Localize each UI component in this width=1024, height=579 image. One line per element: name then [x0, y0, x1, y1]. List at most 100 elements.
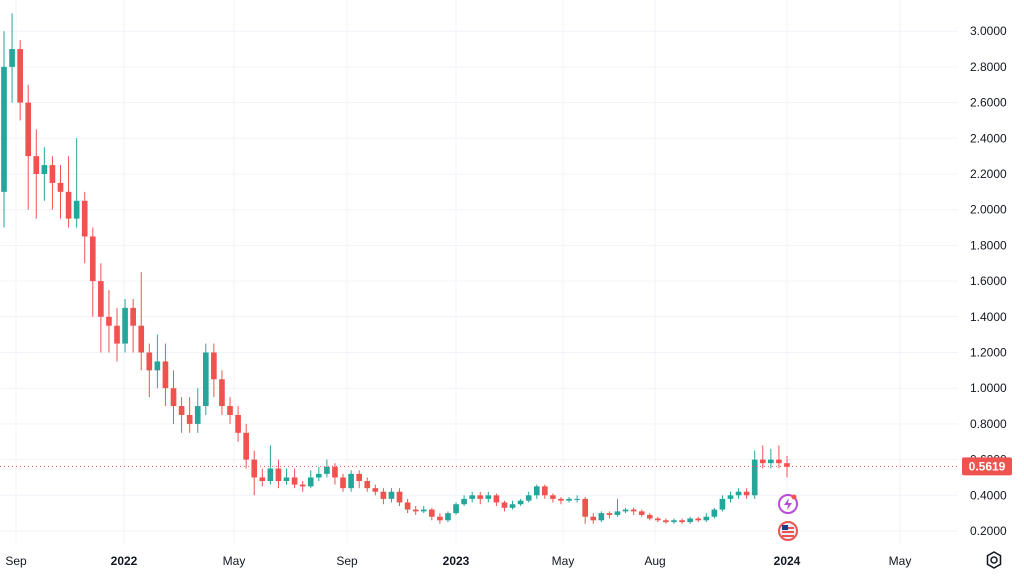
y-axis[interactable]: 0.20000.40000.60000.80001.00001.20001.40… [970, 0, 1007, 538]
candle [517, 498, 524, 507]
candle-body [170, 388, 177, 407]
candle-body [243, 432, 249, 460]
candle [695, 516, 702, 523]
candle [219, 370, 225, 415]
candle [41, 147, 48, 201]
x-axis[interactable]: Sep 2022 May Sep 2023 May Aug 2024 May [5, 554, 911, 568]
candle-body [299, 484, 306, 487]
candle [525, 491, 532, 503]
candle-body [485, 495, 492, 499]
candle-body [33, 156, 40, 174]
candle-body [630, 509, 637, 512]
x-tick-label: Sep [5, 554, 27, 568]
candle-body [646, 514, 653, 519]
candle [202, 343, 209, 415]
candle [558, 497, 564, 505]
candle-body [348, 473, 354, 489]
candle [396, 488, 403, 507]
candle [485, 491, 492, 503]
candle-body [719, 498, 726, 510]
candle [428, 507, 435, 521]
candle [162, 343, 169, 407]
candle-body [49, 165, 56, 183]
candle-body [186, 414, 193, 424]
candle [646, 513, 653, 521]
candle [73, 138, 80, 228]
candle [509, 500, 516, 510]
candle [33, 129, 40, 219]
us-flag-event-icon[interactable] [778, 521, 798, 541]
candle [404, 498, 411, 514]
candle [364, 477, 371, 492]
candle [533, 484, 540, 499]
candle [622, 507, 629, 514]
candle [372, 484, 379, 496]
candle [154, 334, 161, 389]
y-tick-label: 2.2000 [970, 167, 1007, 181]
candle [469, 491, 476, 503]
candle-body [711, 509, 718, 517]
candle-body [404, 502, 411, 510]
candle [98, 263, 104, 353]
candle-body [437, 516, 443, 521]
candle-body [154, 361, 161, 371]
candle [776, 445, 782, 469]
candle-body [655, 518, 661, 521]
candle [655, 516, 661, 523]
candle-body [219, 379, 225, 407]
candle-body [566, 498, 572, 501]
candle-body [477, 495, 484, 499]
candle-body [735, 491, 742, 496]
last-price-tag: 0.5619 [962, 457, 1012, 476]
y-tick-label: 3.0000 [970, 24, 1007, 38]
candle [291, 468, 298, 489]
candle [340, 473, 346, 492]
candle-body [162, 361, 169, 389]
candle-body [501, 502, 508, 508]
candle [235, 406, 241, 442]
candle [106, 290, 112, 353]
candle-body [525, 495, 532, 501]
candle-body [356, 473, 363, 482]
candle-body [428, 509, 435, 517]
candle [332, 463, 338, 485]
candle-body [582, 498, 589, 517]
candle [178, 397, 185, 433]
candle-body [412, 509, 419, 512]
candle-body [695, 518, 702, 521]
y-tick-label: 1.2000 [970, 346, 1007, 360]
candle [259, 468, 266, 487]
y-tick-label: 1.6000 [970, 274, 1007, 288]
lightning-event-icon[interactable] [778, 494, 798, 514]
candle-body [703, 516, 710, 521]
candle [251, 450, 258, 496]
candle [606, 511, 613, 519]
y-tick-label: 3.2000 [970, 0, 1007, 3]
candle [768, 448, 774, 469]
y-tick-label: 1.8000 [970, 238, 1007, 252]
candle [267, 445, 274, 485]
candle-body [211, 352, 217, 380]
candle-body [106, 316, 112, 326]
candle-body [89, 236, 96, 282]
candle-body [679, 520, 685, 523]
candle [784, 456, 790, 478]
candle-body [776, 459, 782, 464]
candle-body [227, 406, 233, 415]
candle-body [364, 481, 371, 489]
candle-body [235, 414, 241, 433]
grid [0, 0, 958, 543]
candle [461, 495, 467, 507]
candle-body [542, 486, 548, 496]
candle-body [388, 491, 395, 499]
candle-body [122, 307, 128, 344]
candle [275, 459, 282, 489]
candle-body [194, 406, 201, 424]
candle-body [396, 491, 403, 503]
chart-settings-button[interactable] [980, 546, 1008, 574]
candle [114, 307, 120, 362]
candle-body [743, 491, 750, 496]
candle [582, 497, 589, 524]
candle-body [315, 473, 322, 478]
